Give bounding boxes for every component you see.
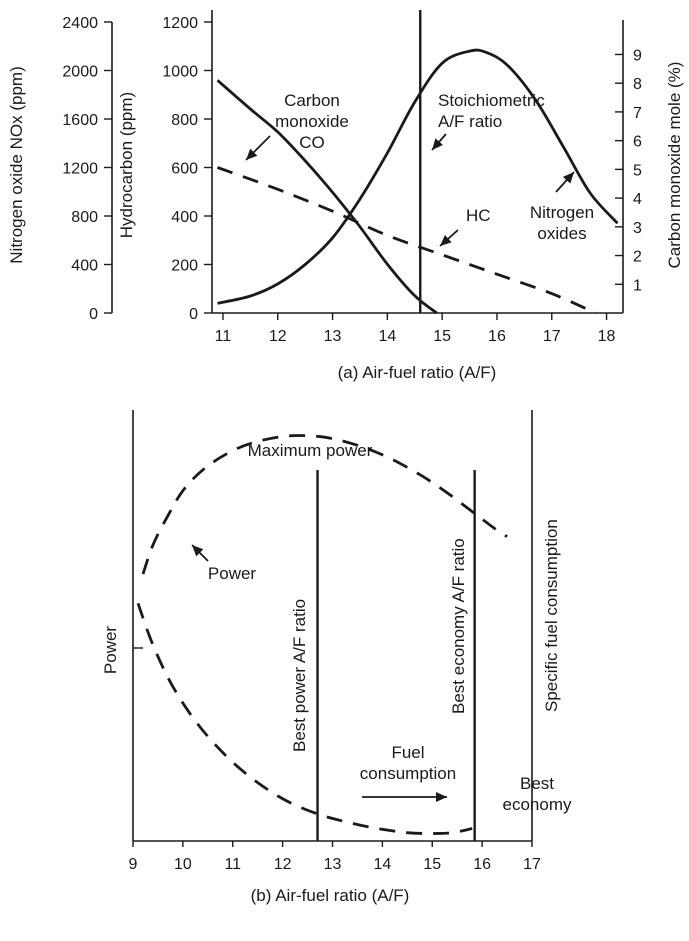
hc-tick-label: 600 — [171, 161, 198, 178]
specific-fuel-label: Specific fuel consumption — [542, 519, 561, 712]
nox-curve — [217, 48, 619, 305]
co-annotation-line: CO — [299, 133, 325, 152]
nox-arrow-head — [562, 172, 574, 184]
nox-tick-label: 2400 — [62, 15, 98, 32]
x-tick-label-b: 10 — [174, 856, 192, 873]
power-curve — [141, 434, 508, 575]
best-economy-annotation-line: economy — [503, 795, 572, 814]
hc-tick-label: 1000 — [162, 64, 198, 81]
best-economy-label: Best economy A/F ratio — [449, 538, 468, 714]
chart-a-emissions: 0 400 800 1200 1600 2000 2400 0 200 400 600 800 1000… — [7, 10, 684, 382]
hc-annotation-line: HC — [466, 206, 491, 225]
co-tick-label: 4 — [633, 191, 642, 208]
co-annotation-line: monoxide — [275, 112, 349, 131]
x-tick-label: 17 — [543, 328, 561, 345]
x-tick-label-b: 11 — [224, 856, 241, 873]
x-tick-label-b: 14 — [373, 856, 391, 873]
x-tick-label-b: 17 — [523, 856, 541, 873]
co-tick-label: 3 — [633, 220, 642, 237]
co-annotation-line: Carbon — [284, 91, 340, 110]
power-axis-title: Power — [101, 626, 120, 675]
best-power-label: Best power A/F ratio — [290, 599, 309, 752]
stoich-annotation-line: A/F ratio — [438, 112, 502, 131]
co-tick-label: 8 — [633, 76, 642, 93]
co-tick-label: 9 — [633, 47, 642, 64]
hc-axis-title: Hydrocarbon (ppm) — [117, 92, 136, 238]
nox-tick-label: 400 — [71, 258, 98, 275]
chart-b-power-fuel: 9 10 11 12 13 14 15 16 17 Power (b) Air-fuel ratio… — [101, 410, 572, 905]
co-arrow-head — [246, 148, 258, 160]
x-tick-label-b: 13 — [324, 856, 342, 873]
power-arrow-head — [192, 545, 204, 557]
max-power-annotation-line: Maximum power — [248, 441, 373, 460]
co-axis-title: Carbon monoxide mole (%) — [665, 62, 684, 269]
hc-tick-label: 200 — [171, 258, 198, 275]
nox-tick-label: 1200 — [62, 161, 98, 178]
nox-tick-label: 1600 — [62, 112, 98, 129]
fuel-curve — [136, 602, 473, 835]
power-annotation-line: Power — [208, 564, 257, 583]
co-tick-label: 2 — [633, 249, 642, 266]
nox-annotation-line: Nitrogen — [530, 203, 594, 222]
x-tick-label: 12 — [269, 328, 287, 345]
hc-tick-label: 0 — [189, 306, 198, 323]
fuel-arrow-head — [436, 792, 447, 802]
chart-b-caption: (b) Air-fuel ratio (A/F) — [251, 886, 410, 905]
fuel-annotation-line: consumption — [360, 764, 456, 783]
x-tick-label: 15 — [433, 328, 451, 345]
x-tick-label-b: 9 — [129, 856, 138, 873]
stoich-annotation-line: Stoichiometric — [438, 91, 545, 110]
x-tick-label: 18 — [598, 328, 616, 345]
x-tick-label: 16 — [488, 328, 506, 345]
hc-tick-label: 1200 — [162, 15, 198, 32]
fuel-annotation-line: Fuel — [391, 743, 424, 762]
co-curve — [216, 79, 438, 315]
nox-annotation-line: oxides — [537, 224, 586, 243]
best-economy-annotation-line: Best — [520, 774, 554, 793]
co-tick-label: 7 — [633, 105, 642, 122]
hc-curve — [217, 166, 597, 315]
x-tick-label: 14 — [378, 328, 396, 345]
co-tick-label: 5 — [633, 162, 642, 179]
x-tick-label: 11 — [215, 328, 232, 345]
chart-a-caption: (a) Air-fuel ratio (A/F) — [338, 363, 497, 382]
x-tick-label-b: 16 — [473, 856, 491, 873]
nox-axis-title: Nitrogen oxide NOx (ppm) — [7, 66, 26, 263]
co-tick-label: 6 — [633, 134, 642, 151]
nox-tick-label: 2000 — [62, 64, 98, 81]
hc-tick-label: 400 — [171, 209, 198, 226]
hc-tick-label: 800 — [171, 112, 198, 129]
x-tick-label-b: 15 — [423, 856, 441, 873]
nox-tick-label: 800 — [71, 209, 98, 226]
nox-tick-label: 0 — [89, 306, 98, 323]
co-tick-label: 1 — [633, 277, 642, 294]
hc-arrow-head — [440, 234, 452, 246]
stoich-arrow-head — [432, 138, 444, 150]
x-tick-label-b: 12 — [274, 856, 292, 873]
x-tick-label: 13 — [324, 328, 342, 345]
